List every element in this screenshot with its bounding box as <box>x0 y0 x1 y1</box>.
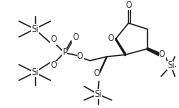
Text: O: O <box>50 35 57 44</box>
Text: O: O <box>72 33 78 42</box>
Text: O: O <box>125 1 132 10</box>
Text: O: O <box>50 61 57 70</box>
Text: Si: Si <box>31 68 38 77</box>
Polygon shape <box>147 48 160 56</box>
Text: P: P <box>62 48 67 57</box>
Text: O: O <box>77 52 83 61</box>
Text: Si: Si <box>31 25 38 34</box>
Text: Si: Si <box>167 61 175 70</box>
Text: O: O <box>108 34 114 43</box>
Text: Si: Si <box>94 90 101 99</box>
Polygon shape <box>116 38 125 56</box>
Text: O: O <box>159 50 165 59</box>
Text: O: O <box>94 69 100 78</box>
